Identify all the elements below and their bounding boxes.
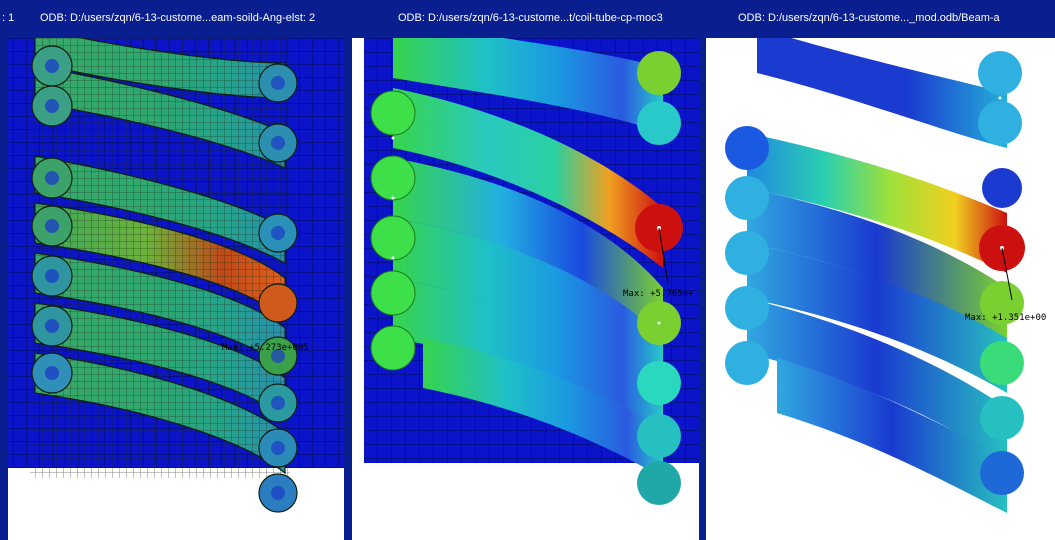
viewport-1-title[interactable]: ODB: D:/users/zqn/6-13-custome...eam-soi… [40, 12, 316, 24]
viewport-3-title[interactable]: ODB: D:/users/zqn/6-13-custome..._mod.od… [738, 12, 1000, 24]
viewport-1[interactable]: Max: +5.273e+005 [0, 38, 352, 540]
viewport-2[interactable]: Max: +5.765e+ [363, 38, 706, 540]
viewport-1-index: : 1 [2, 12, 15, 24]
max-value-label: Max: +1.351e+00 [965, 313, 1046, 323]
coil-solid-contour [370, 38, 683, 505]
viewport-2-title[interactable]: ODB: D:/users/zqn/6-13-custome...t/coil-… [398, 12, 663, 24]
viewport-title-bar: : 1 ODB: D:/users/zqn/6-13-custome...eam… [0, 0, 1055, 38]
viewport-separator [352, 38, 364, 540]
max-value-label: Max: +5.765e+ [623, 289, 694, 299]
viewport-separator [706, 38, 717, 540]
coil-solid-mesh [30, 38, 298, 513]
coil-beam-contour [725, 38, 1025, 513]
max-value-label: Max: +5.273e+005 [222, 343, 309, 353]
viewport-3[interactable]: Max: +1.351e+00 [717, 38, 1055, 540]
